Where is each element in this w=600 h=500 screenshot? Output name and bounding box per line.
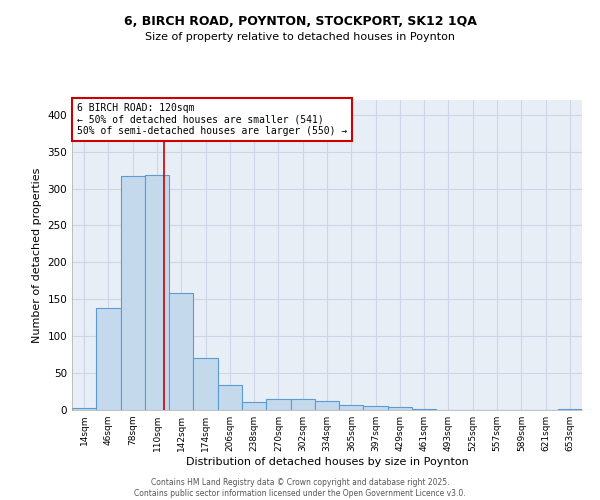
Bar bbox=[339, 405, 364, 410]
Bar bbox=[96, 308, 121, 410]
Text: 6, BIRCH ROAD, POYNTON, STOCKPORT, SK12 1QA: 6, BIRCH ROAD, POYNTON, STOCKPORT, SK12 … bbox=[124, 15, 476, 28]
Bar bbox=[388, 407, 412, 410]
Bar bbox=[266, 399, 290, 410]
Bar bbox=[145, 174, 169, 410]
Bar bbox=[558, 408, 582, 410]
Bar bbox=[242, 402, 266, 410]
Bar bbox=[121, 176, 145, 410]
Bar bbox=[290, 399, 315, 410]
Text: Contains HM Land Registry data © Crown copyright and database right 2025.
Contai: Contains HM Land Registry data © Crown c… bbox=[134, 478, 466, 498]
Bar bbox=[364, 406, 388, 410]
Text: Size of property relative to detached houses in Poynton: Size of property relative to detached ho… bbox=[145, 32, 455, 42]
Bar bbox=[169, 294, 193, 410]
Y-axis label: Number of detached properties: Number of detached properties bbox=[32, 168, 42, 342]
X-axis label: Distribution of detached houses by size in Poynton: Distribution of detached houses by size … bbox=[185, 457, 469, 467]
Bar bbox=[412, 408, 436, 410]
Bar bbox=[193, 358, 218, 410]
Bar bbox=[72, 408, 96, 410]
Text: 6 BIRCH ROAD: 120sqm
← 50% of detached houses are smaller (541)
50% of semi-deta: 6 BIRCH ROAD: 120sqm ← 50% of detached h… bbox=[77, 103, 347, 136]
Bar bbox=[218, 385, 242, 410]
Bar bbox=[315, 401, 339, 410]
